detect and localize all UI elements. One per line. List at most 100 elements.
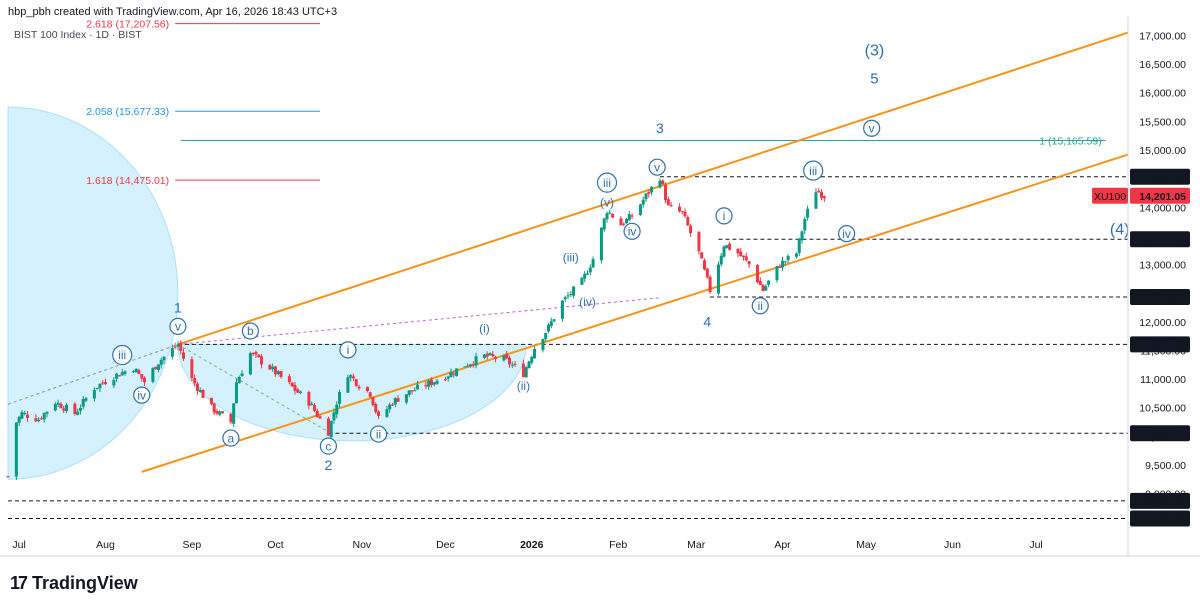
candle-body bbox=[775, 266, 779, 281]
wave-label: 2 bbox=[324, 457, 332, 473]
x-tick-label: Apr bbox=[774, 539, 791, 551]
price-level-tag-text: 12,433.04 bbox=[1139, 292, 1186, 304]
candle-body bbox=[703, 260, 707, 270]
candle-body bbox=[98, 383, 102, 389]
candle-body bbox=[229, 414, 233, 423]
candle-body bbox=[666, 199, 670, 206]
wave-label: c bbox=[319, 437, 337, 455]
candle-body bbox=[215, 411, 219, 414]
y-tick-label: 16,500.00 bbox=[1139, 59, 1186, 71]
candle-body bbox=[95, 387, 99, 389]
candle-body bbox=[351, 376, 355, 379]
candle-body bbox=[287, 376, 291, 383]
candle-body bbox=[602, 218, 606, 230]
candle-body bbox=[416, 384, 420, 390]
candle-body bbox=[404, 394, 408, 403]
wave-label-circle bbox=[596, 172, 618, 193]
candle-body bbox=[78, 407, 82, 411]
candle-body bbox=[17, 417, 21, 423]
candle-body bbox=[485, 353, 489, 357]
candle-body bbox=[644, 193, 648, 200]
candle-body bbox=[357, 386, 361, 389]
candle-body bbox=[435, 380, 439, 384]
candle-body bbox=[544, 332, 548, 339]
candle-body bbox=[240, 373, 244, 377]
wave-label-text: v bbox=[175, 320, 181, 334]
candle-body bbox=[494, 356, 498, 359]
wave-label-text: (iii) bbox=[563, 250, 579, 264]
wave-label-text: 3 bbox=[656, 120, 664, 136]
candle-body bbox=[218, 411, 222, 415]
candle-body bbox=[354, 379, 358, 386]
tradingview-logo[interactable]: 17 TradingView bbox=[10, 572, 138, 594]
price-level-tag bbox=[1130, 168, 1190, 185]
candle-body bbox=[455, 368, 459, 376]
candle-body bbox=[332, 412, 336, 421]
candle-body bbox=[605, 213, 609, 220]
y-tick-label: 16,000.00 bbox=[1139, 88, 1186, 100]
wave-label: (3) bbox=[865, 42, 885, 59]
chart-symbol-line: BIST 100 Index · 1D · BIST bbox=[14, 29, 142, 41]
candle-body bbox=[697, 231, 701, 252]
candle-body bbox=[552, 319, 556, 322]
candle-body bbox=[619, 218, 623, 226]
candle-body bbox=[705, 268, 709, 278]
candle-body bbox=[728, 243, 732, 250]
y-tick-label: 12,000.00 bbox=[1139, 317, 1186, 329]
wave-label-text: a bbox=[228, 431, 235, 445]
candle-body bbox=[786, 255, 790, 261]
y-tick-label: 14,000.00 bbox=[1139, 202, 1186, 214]
candle-body bbox=[443, 379, 447, 381]
candle-body bbox=[510, 364, 514, 366]
candle-body bbox=[658, 180, 662, 188]
wave-label-text: i bbox=[723, 209, 726, 223]
candle-body bbox=[700, 252, 704, 259]
candle-body bbox=[260, 356, 264, 365]
y-tick-label: 10,500.00 bbox=[1139, 403, 1186, 415]
candle-body bbox=[198, 390, 202, 393]
wave-label-circle bbox=[169, 317, 187, 335]
candle-body bbox=[104, 382, 108, 385]
candle-body bbox=[248, 353, 252, 375]
tradingview-brand-text: TradingView bbox=[32, 572, 138, 593]
candle-body bbox=[315, 410, 319, 417]
last-price-tag bbox=[1130, 187, 1190, 204]
price-level-tag-text: 10,053.74 bbox=[1139, 428, 1186, 440]
candle-body bbox=[822, 196, 826, 199]
candle-body bbox=[407, 390, 411, 395]
y-tick-label: 15,000.00 bbox=[1139, 145, 1186, 157]
candle-body bbox=[758, 280, 762, 286]
candle-body bbox=[797, 238, 801, 254]
price-level-tag bbox=[1130, 336, 1190, 353]
candle-body bbox=[739, 251, 743, 257]
candle-body bbox=[650, 186, 654, 193]
chart-caption: hbp_pbh created with TradingView.com, Ap… bbox=[8, 6, 338, 18]
candle-body bbox=[569, 294, 573, 296]
wave-label-circle bbox=[133, 386, 151, 404]
candle-body bbox=[806, 208, 810, 218]
candle-body bbox=[549, 321, 553, 327]
wave-label: iv bbox=[133, 386, 151, 404]
wave-label: (iii) bbox=[563, 250, 579, 264]
wave-label: 4 bbox=[703, 314, 711, 330]
candle-body bbox=[677, 206, 681, 212]
candle-body bbox=[572, 286, 576, 296]
price-level-tag-text: 13,441.36 bbox=[1139, 234, 1186, 246]
candle-body bbox=[65, 404, 69, 412]
x-tick-label: Jun bbox=[944, 539, 961, 551]
wave-label-text: (i) bbox=[479, 321, 490, 335]
x-tick-label: Dec bbox=[436, 539, 455, 551]
candle-body bbox=[117, 375, 121, 377]
candle-body bbox=[279, 371, 283, 378]
fib-level-label: 2.618 (17,207.56) bbox=[86, 19, 169, 31]
candle-body bbox=[716, 264, 720, 294]
candle-body bbox=[463, 366, 467, 368]
fib-level-label: 2.058 (15,677.33) bbox=[86, 106, 169, 118]
price-level-tag bbox=[1130, 289, 1190, 306]
candle-body bbox=[195, 383, 199, 391]
candle-body bbox=[468, 364, 472, 366]
y-tick-label: 13,000.00 bbox=[1139, 260, 1186, 272]
candle-body bbox=[393, 398, 397, 405]
wave-label-circle bbox=[319, 437, 337, 455]
